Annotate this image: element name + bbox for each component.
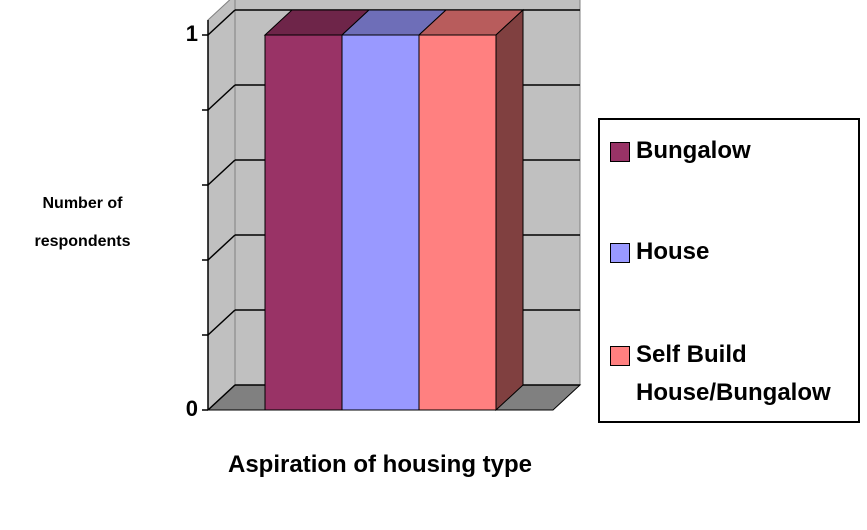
grid-line [207,9,236,36]
bar-side [495,8,524,412]
y-tick-label: 1 [186,21,198,46]
legend-swatch [610,346,630,366]
legend-label: House [636,238,710,265]
legend-swatch [610,142,630,162]
grid-line [207,159,236,186]
y-tick-label: 0 [186,396,198,421]
legend-swatch [610,243,630,263]
y-axis-title: Number of respondents [34,195,131,250]
bar [418,34,497,411]
grid-line [207,309,236,336]
grid-line [207,384,236,411]
legend-label: Self Build House/Bungalow [636,341,831,406]
bar [264,34,343,411]
legend-label: Bungalow [636,137,751,164]
side-wall [207,0,236,412]
x-axis-title: Aspiration of housing type [228,451,532,478]
legend: Bungalow House Self Build House/Bungalow [598,118,860,423]
grid-line [207,84,236,111]
legend-entry: House [610,233,846,271]
legend-entry: Self Build House/Bungalow [610,336,846,412]
bar [341,34,420,411]
legend-entry: Bungalow [610,132,846,170]
grid-line [207,234,236,261]
